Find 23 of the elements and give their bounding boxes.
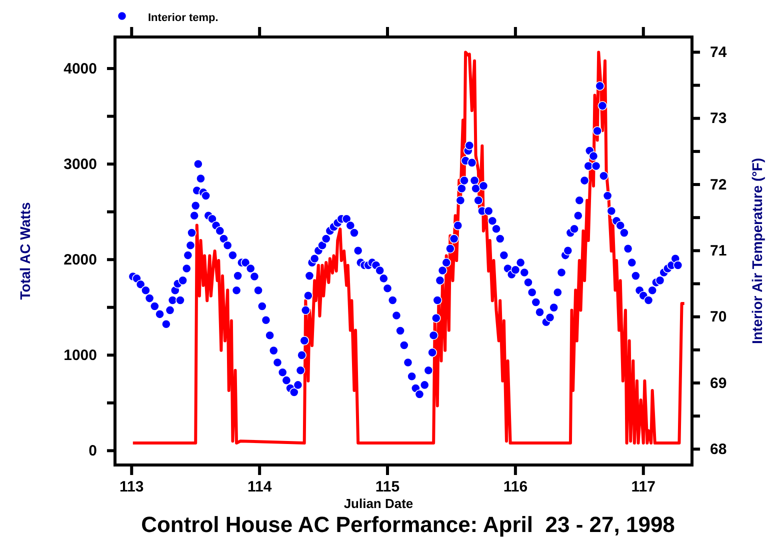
y2-tick-label: 74 (710, 44, 728, 62)
y-tick-label: 0 (88, 442, 97, 460)
x-tick-label: 113 (120, 478, 144, 496)
text: Control House AC Performance: April 23 - 27, 1998 (141, 512, 675, 537)
y-tick-label: 2000 (64, 251, 97, 268)
x-tick-label: 115 (375, 478, 400, 496)
legend-label: Interior temp. (148, 12, 218, 24)
y-tick-label: 1000 (64, 346, 97, 364)
y2-tick-label: 71 (710, 242, 727, 260)
line-series (131, 50, 686, 445)
x-tick-label: 116 (503, 478, 528, 496)
y2-tick-label: 73 (710, 110, 727, 128)
y-axis-title: Total AC Watts (17, 202, 33, 300)
y2-tick-label: 72 (710, 176, 727, 194)
y-tick-label: 3000 (64, 156, 97, 173)
x-tick-label: 117 (631, 478, 656, 496)
x-tick-label: 114 (247, 478, 272, 496)
y-tick-label: 4000 (64, 60, 97, 78)
y2-axis-title: Interior Air Temperature (°F) (749, 158, 765, 344)
y2-tick-label: 68 (710, 440, 727, 458)
x-axis-title: Julian Date (344, 496, 414, 511)
y2-tick-label: 69 (710, 374, 727, 392)
y2-tick-label: 70 (710, 308, 727, 326)
